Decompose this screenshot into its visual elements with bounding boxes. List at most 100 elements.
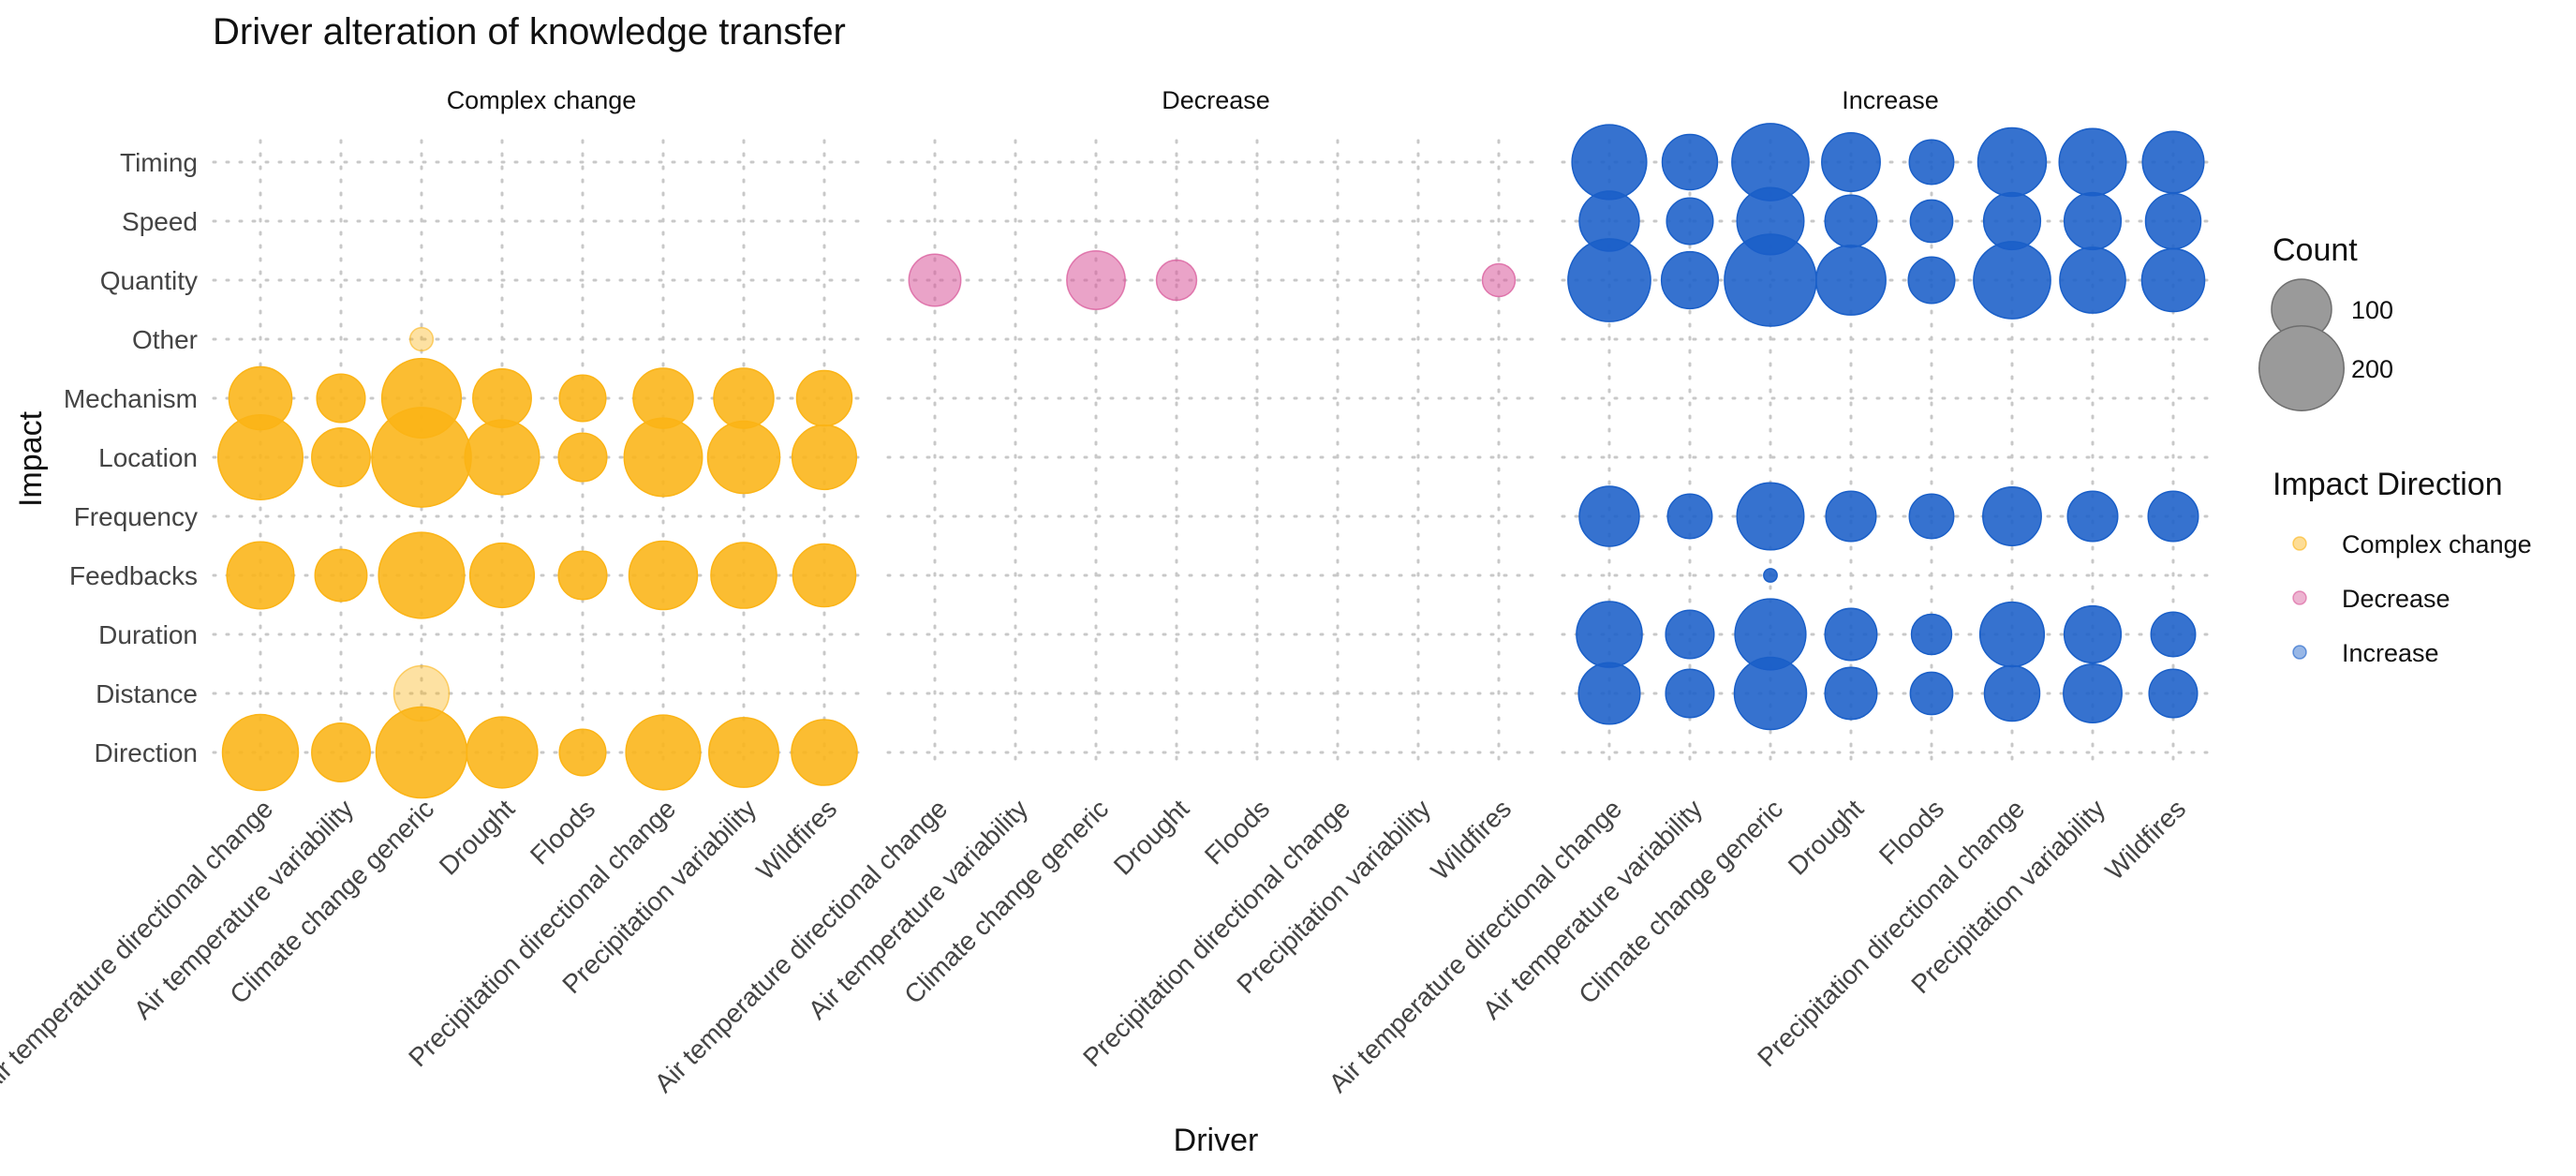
x-tick-label: Air temperature directional change bbox=[0, 794, 278, 1098]
point-increase-climate-change-generic-distance bbox=[1733, 656, 1808, 731]
x-tick-label: Wildfires bbox=[1425, 794, 1517, 886]
y-tick-label: Other bbox=[132, 325, 198, 354]
point-complex-change-floods-location bbox=[557, 432, 608, 483]
point-increase-drought-quantity bbox=[1815, 245, 1887, 316]
point-increase-wildfires-frequency bbox=[2147, 490, 2199, 543]
y-axis-title: Impact bbox=[13, 410, 49, 507]
color-legend-key bbox=[2292, 590, 2307, 605]
color-legend-label: Complex change bbox=[2342, 530, 2532, 558]
point-complex-change-floods-direction bbox=[558, 728, 607, 777]
y-tick-label: Speed bbox=[122, 207, 198, 236]
point-complex-change-air-temperature-variability-location bbox=[311, 427, 371, 487]
y-tick-label: Mechanism bbox=[64, 384, 198, 413]
point-increase-air-temperature-directional-change-frequency bbox=[1578, 485, 1640, 547]
point-increase-climate-change-generic-feedbacks bbox=[1763, 568, 1778, 583]
point-increase-air-temperature-directional-change-quantity bbox=[1567, 238, 1651, 322]
point-increase-floods-frequency bbox=[1908, 493, 1955, 540]
point-increase-drought-timing bbox=[1821, 132, 1881, 192]
point-complex-change-wildfires-location bbox=[791, 424, 858, 491]
point-complex-change-precipitation-variability-feedbacks bbox=[710, 542, 777, 609]
point-complex-change-air-temperature-variability-mechanism bbox=[316, 373, 366, 424]
facet-label-decrease: Decrease bbox=[1162, 86, 1270, 114]
point-complex-change-climate-change-generic-other bbox=[408, 326, 435, 352]
x-tick-label: Floods bbox=[1199, 794, 1275, 870]
size-legend-label: 100 bbox=[2351, 296, 2393, 324]
point-increase-wildfires-distance bbox=[2148, 668, 2198, 719]
point-increase-floods-timing bbox=[1908, 139, 1955, 186]
color-legend-key bbox=[2292, 645, 2307, 660]
point-complex-change-drought-mechanism bbox=[472, 368, 532, 428]
point-complex-change-air-temperature-variability-direction bbox=[311, 722, 371, 782]
point-increase-precipitation-variability-quantity bbox=[2059, 246, 2126, 314]
point-increase-wildfires-duration bbox=[2150, 611, 2197, 658]
size-legend-title: Count bbox=[2273, 232, 2358, 268]
x-axis-title: Driver bbox=[1174, 1123, 1259, 1158]
points-layer bbox=[216, 123, 2206, 799]
point-increase-air-temperature-variability-quantity bbox=[1660, 250, 1720, 310]
x-tick-label: Wildfires bbox=[750, 794, 842, 886]
point-complex-change-drought-direction bbox=[466, 716, 539, 789]
y-tick-label: Direction bbox=[95, 738, 198, 767]
point-complex-change-floods-mechanism bbox=[558, 374, 607, 423]
point-increase-precipitation-variability-frequency bbox=[2066, 490, 2119, 543]
point-increase-air-temperature-directional-change-timing bbox=[1571, 124, 1648, 201]
point-decrease-climate-change-generic-quantity bbox=[1066, 250, 1126, 310]
point-complex-change-drought-feedbacks bbox=[468, 542, 536, 609]
size-legend-key bbox=[2258, 324, 2346, 412]
facet-label-increase: Increase bbox=[1842, 86, 1939, 114]
y-tick-label: Duration bbox=[98, 620, 198, 649]
point-complex-change-precipitation-variability-mechanism bbox=[713, 367, 775, 429]
point-complex-change-climate-change-generic-direction bbox=[375, 706, 468, 799]
y-tick-label: Timing bbox=[120, 148, 198, 177]
point-complex-change-precipitation-variability-direction bbox=[708, 717, 779, 788]
y-tick-label: Location bbox=[98, 443, 198, 472]
y-tick-label: Frequency bbox=[74, 502, 198, 531]
point-increase-air-temperature-variability-speed bbox=[1666, 197, 1714, 246]
legend: Count 100 200 Impact Direction Complex chang… bbox=[2258, 232, 2532, 667]
point-increase-precipitation-directional-change-distance bbox=[1983, 664, 2041, 722]
point-complex-change-wildfires-mechanism bbox=[795, 369, 853, 427]
y-tick-label: Quantity bbox=[100, 266, 198, 295]
point-increase-air-temperature-variability-frequency bbox=[1666, 493, 1713, 540]
size-legend-label: 200 bbox=[2351, 355, 2393, 383]
point-complex-change-wildfires-feedbacks bbox=[792, 543, 857, 608]
point-complex-change-climate-change-generic-location bbox=[371, 407, 472, 508]
point-decrease-drought-quantity bbox=[1155, 259, 1198, 302]
point-increase-precipitation-variability-timing bbox=[2058, 127, 2127, 197]
x-tick-label: Floods bbox=[525, 794, 600, 870]
chart-title: Driver alteration of knowledge transfer bbox=[213, 11, 846, 52]
point-complex-change-precipitation-variability-location bbox=[706, 420, 781, 495]
point-increase-air-temperature-variability-duration bbox=[1665, 609, 1715, 660]
point-increase-drought-speed bbox=[1824, 194, 1878, 248]
point-increase-floods-distance bbox=[1909, 671, 1954, 716]
point-complex-change-wildfires-direction bbox=[791, 719, 858, 786]
color-legend-title: Impact Direction bbox=[2273, 467, 2503, 502]
point-increase-floods-quantity bbox=[1907, 256, 1956, 305]
point-increase-air-temperature-variability-timing bbox=[1661, 133, 1719, 191]
point-decrease-wildfires-quantity bbox=[1481, 262, 1517, 298]
facet-label-complex-change: Complex change bbox=[447, 86, 637, 114]
point-complex-change-floods-feedbacks bbox=[557, 550, 608, 601]
x-tick-label: Wildfires bbox=[2099, 794, 2191, 886]
point-increase-climate-change-generic-frequency bbox=[1736, 482, 1805, 551]
x-tick-label: Drought bbox=[434, 794, 521, 881]
x-tick-label: Drought bbox=[1108, 794, 1195, 881]
point-complex-change-air-temperature-directional-change-location bbox=[216, 413, 304, 501]
point-increase-air-temperature-variability-distance bbox=[1665, 668, 1715, 719]
point-complex-change-climate-change-generic-feedbacks bbox=[378, 531, 466, 619]
point-complex-change-air-temperature-directional-change-feedbacks bbox=[226, 541, 295, 610]
point-increase-precipitation-directional-change-duration bbox=[1978, 601, 2046, 668]
point-increase-wildfires-speed bbox=[2144, 192, 2202, 250]
point-increase-precipitation-variability-duration bbox=[2063, 604, 2123, 664]
x-tick-label: Floods bbox=[1873, 794, 1949, 870]
x-tick-label: Drought bbox=[1783, 794, 1870, 881]
point-increase-precipitation-directional-change-frequency bbox=[1982, 486, 2042, 546]
point-increase-drought-frequency bbox=[1825, 490, 1877, 543]
point-increase-precipitation-variability-distance bbox=[2063, 663, 2123, 723]
y-tick-label: Feedbacks bbox=[69, 561, 198, 590]
point-decrease-air-temperature-directional-change-quantity bbox=[908, 253, 962, 307]
point-increase-wildfires-timing bbox=[2141, 130, 2205, 194]
point-increase-precipitation-directional-change-quantity bbox=[1973, 241, 2051, 320]
